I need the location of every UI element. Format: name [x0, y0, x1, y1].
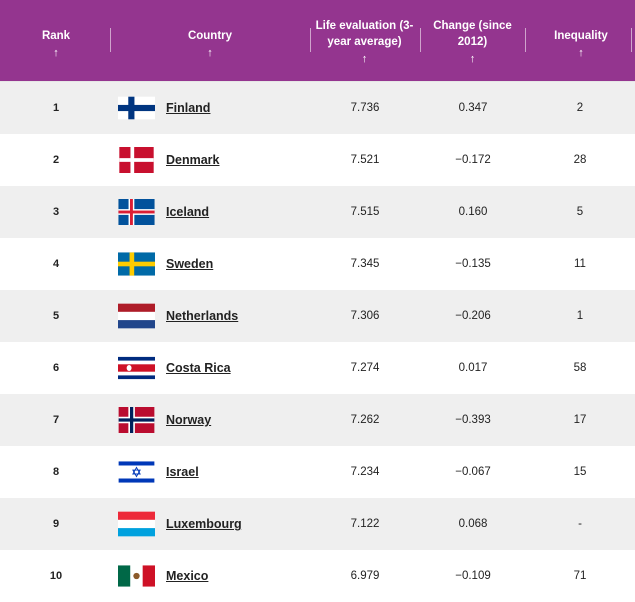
- change-cell: 0.160: [458, 206, 488, 218]
- life-header-line2: year average): [327, 36, 402, 48]
- table-row: 7 Norway 7.262 −0.393 17: [0, 394, 635, 446]
- sort-arrow-icon: ↑: [469, 53, 476, 65]
- table-row: 1 Finland 7.736 0.347 2: [0, 82, 635, 134]
- change-cell: 0.347: [458, 102, 488, 114]
- sort-arrow-icon: ↑: [207, 47, 213, 59]
- change-header-line2: 2012): [457, 36, 488, 48]
- rank-cell: 9: [52, 518, 60, 530]
- sort-arrow-icon: ↑: [361, 53, 368, 65]
- luxembourg-flag-icon: [118, 511, 155, 537]
- table-row: 3 Iceland 7.515 0.160 5: [0, 186, 635, 238]
- inequality-cell: 2: [576, 102, 584, 114]
- rank-cell: 2: [52, 154, 60, 166]
- change-header-line1: Change (since: [433, 20, 512, 32]
- change-cell: −0.172: [455, 154, 491, 166]
- country-header-label: Country: [187, 30, 233, 42]
- life-header-line1: Life evaluation (3-: [315, 20, 414, 32]
- change-cell: 0.068: [458, 518, 488, 530]
- country-link[interactable]: Norway: [166, 413, 212, 427]
- country-link[interactable]: Netherlands: [166, 309, 239, 323]
- mexico-flag-icon: [118, 563, 155, 589]
- life-evaluation-cell: 7.521: [350, 154, 380, 166]
- change-cell: −0.067: [455, 466, 491, 478]
- life-evaluation-cell: 7.274: [350, 362, 380, 374]
- israel-flag-icon: [118, 459, 155, 485]
- sweden-flag-icon: [118, 251, 155, 277]
- country-link[interactable]: Israel: [166, 465, 199, 479]
- rank-cell: 1: [52, 102, 60, 114]
- inequality-cell: 71: [573, 570, 587, 582]
- life-evaluation-cell: 7.122: [350, 518, 380, 530]
- inequality-cell: 28: [573, 154, 587, 166]
- table-header: Rank ↑ Country ↑ Life evaluation (3- yea…: [0, 0, 635, 82]
- table-row: 2 Denmark 7.521 −0.172 28: [0, 134, 635, 186]
- life-evaluation-cell: 7.306: [350, 310, 380, 322]
- rank-cell: 7: [52, 414, 60, 426]
- country-link[interactable]: Finland: [166, 101, 211, 115]
- inequality-header-label: Inequality: [554, 30, 608, 42]
- rank-column-header[interactable]: Rank ↑: [20, 0, 92, 82]
- rank-header-label: Rank: [41, 30, 71, 42]
- rank-cell: 8: [52, 466, 60, 478]
- life-evaluation-cell: 7.515: [350, 206, 380, 218]
- rank-cell: 6: [52, 362, 60, 374]
- table-row: 6 Costa Rica 7.274 0.017 58: [0, 342, 635, 394]
- table-row: 5 Netherlands 7.306 −0.206 1: [0, 290, 635, 342]
- rank-cell: 10: [49, 570, 63, 582]
- rank-cell: 3: [52, 206, 60, 218]
- inequality-column-header[interactable]: Inequality ↑: [540, 0, 622, 82]
- header-divider: [525, 28, 526, 52]
- inequality-cell: 5: [576, 206, 584, 218]
- iceland-flag-icon: [118, 199, 155, 225]
- country-link[interactable]: Sweden: [166, 257, 214, 271]
- inequality-cell: 1: [576, 310, 584, 322]
- change-cell: −0.135: [455, 258, 491, 270]
- inequality-cell: -: [578, 518, 582, 530]
- rank-cell: 4: [52, 258, 60, 270]
- country-link[interactable]: Denmark: [166, 153, 220, 167]
- table-row: 4 Sweden 7.345 −0.135 11: [0, 238, 635, 290]
- sort-arrow-icon: ↑: [53, 47, 59, 59]
- change-column-header[interactable]: Change (since 2012) ↑: [425, 0, 520, 82]
- life-evaluation-cell: 7.736: [350, 102, 380, 114]
- life-evaluation-cell: 7.262: [350, 414, 380, 426]
- norway-flag-icon: [118, 407, 155, 433]
- country-link[interactable]: Costa Rica: [166, 361, 231, 375]
- inequality-cell: 58: [573, 362, 587, 374]
- country-link[interactable]: Luxembourg: [166, 517, 242, 531]
- header-divider: [110, 28, 111, 52]
- inequality-cell: 17: [573, 414, 587, 426]
- life-evaluation-column-header[interactable]: Life evaluation (3- year average) ↑: [312, 0, 417, 82]
- table-row: 9 Luxembourg 7.122 0.068 -: [0, 498, 635, 550]
- header-divider: [310, 28, 311, 52]
- inequality-cell: 15: [573, 466, 587, 478]
- change-cell: −0.206: [455, 310, 491, 322]
- inequality-cell: 11: [574, 258, 586, 270]
- netherlands-flag-icon: [118, 303, 155, 329]
- costa-rica-flag-icon: [118, 355, 155, 381]
- table-row: 8 Israel 7.234 −0.067 15: [0, 446, 635, 498]
- denmark-flag-icon: [118, 147, 155, 173]
- country-link[interactable]: Iceland: [166, 205, 210, 219]
- header-divider: [420, 28, 421, 52]
- change-cell: 0.017: [458, 362, 488, 374]
- change-cell: −0.109: [455, 570, 491, 582]
- life-evaluation-cell: 6.979: [350, 570, 380, 582]
- country-column-header[interactable]: Country ↑: [160, 0, 260, 82]
- change-cell: −0.393: [455, 414, 491, 426]
- header-divider: [631, 28, 632, 52]
- life-evaluation-cell: 7.345: [350, 258, 380, 270]
- life-evaluation-cell: 7.234: [350, 466, 380, 478]
- sort-arrow-icon: ↑: [578, 47, 584, 59]
- rank-cell: 5: [52, 310, 60, 322]
- finland-flag-icon: [118, 95, 155, 121]
- table-row: 10 Mexico 6.979 −0.109 71: [0, 550, 635, 602]
- country-link[interactable]: Mexico: [166, 569, 209, 583]
